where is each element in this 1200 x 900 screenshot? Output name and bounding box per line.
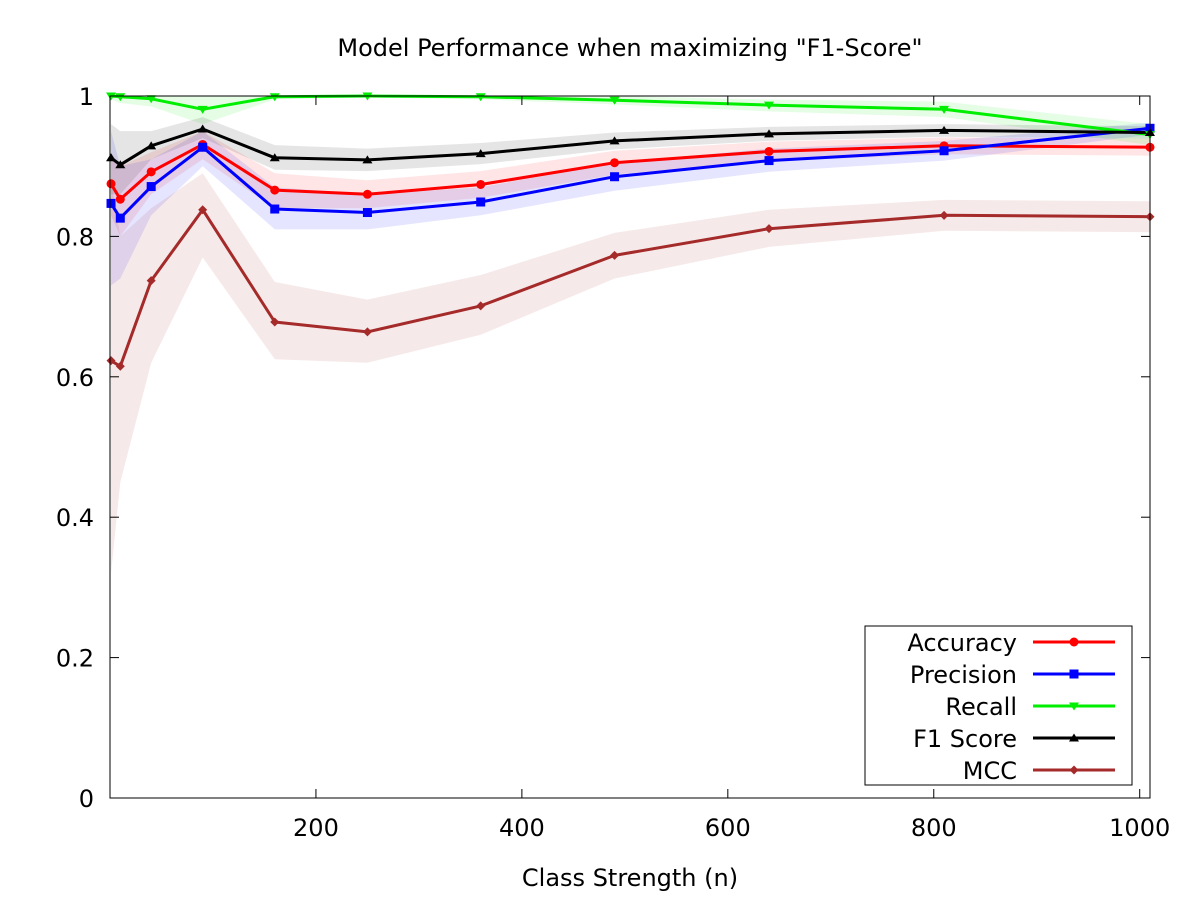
legend-label-mcc: MCC [963, 757, 1017, 785]
point-recall [475, 93, 486, 102]
point-precision [146, 182, 156, 192]
point-precision [198, 142, 208, 152]
point-recall [197, 105, 208, 114]
legend-marker-accuracy [1069, 637, 1079, 647]
point-recall [146, 95, 157, 104]
band-accuracy [111, 131, 1150, 237]
x-axis-label: Class Strength (n) [522, 864, 738, 892]
point-mcc [146, 276, 156, 286]
legend-label-precision: Precision [910, 661, 1017, 689]
point-mcc [764, 224, 774, 234]
point-mcc [270, 317, 280, 327]
point-mcc [362, 327, 372, 337]
y-tick-label: 0.4 [56, 504, 94, 532]
point-accuracy [362, 189, 372, 199]
point-mcc [476, 301, 486, 311]
axis-ticks: 0 0.2 0.4 0.6 0.8 1 200 400 600 800 1000 [56, 83, 1170, 842]
point-recall [764, 101, 775, 110]
x-tick-label: 400 [499, 814, 545, 842]
y-tick-label: 0 [79, 785, 94, 813]
point-f1-score [197, 124, 208, 133]
point-precision [764, 156, 774, 166]
legend-marker-recall [1069, 702, 1079, 711]
point-f1-score [146, 141, 157, 150]
point-f1-score [362, 155, 373, 164]
point-mcc [610, 250, 620, 260]
plot-border [109, 95, 1151, 799]
data-markers [106, 92, 1155, 371]
point-precision [362, 208, 372, 218]
chart-title: Model Performance when maximizing "F1-Sc… [337, 34, 922, 62]
legend-marker-f1-score [1069, 733, 1079, 742]
point-recall [609, 96, 620, 105]
point-mcc [115, 361, 125, 371]
point-accuracy [146, 167, 156, 177]
point-accuracy [764, 146, 774, 156]
point-f1-score [475, 149, 486, 158]
y-tick-label: 0.8 [56, 223, 94, 251]
point-accuracy [610, 158, 620, 168]
point-precision [106, 198, 116, 208]
legend-marker-mcc [1069, 765, 1079, 775]
point-precision [610, 172, 620, 182]
point-mcc [939, 210, 949, 220]
point-recall [269, 93, 280, 102]
y-tick-label: 1 [79, 83, 94, 111]
x-tick-label: 800 [911, 814, 957, 842]
legend-label-f1-score: F1 Score [913, 725, 1017, 753]
confidence-bands [111, 96, 1150, 574]
point-f1-score [609, 136, 620, 145]
point-accuracy [115, 194, 125, 204]
band-mcc [111, 173, 1150, 574]
point-precision [476, 197, 486, 207]
point-recall [939, 105, 950, 114]
x-tick-label: 600 [705, 814, 751, 842]
x-tick-label: 200 [293, 814, 339, 842]
point-precision [270, 204, 280, 214]
band-precision [111, 122, 1150, 286]
point-precision [939, 146, 949, 156]
point-f1-score [939, 125, 950, 134]
point-accuracy [270, 185, 280, 195]
point-recall [115, 93, 126, 102]
point-f1-score [764, 129, 775, 138]
point-f1-score [269, 153, 280, 162]
point-f1-score [115, 160, 126, 169]
point-accuracy [476, 179, 486, 189]
legend: Accuracy Precision Recall F1 Score MCC [864, 625, 1133, 786]
legend-label-accuracy: Accuracy [907, 629, 1017, 657]
point-f1-score [106, 153, 117, 162]
point-mcc [106, 356, 116, 366]
point-mcc [198, 205, 208, 215]
band-f1-score [111, 117, 1150, 195]
legend-label-recall: Recall [945, 693, 1017, 721]
point-precision [115, 213, 125, 223]
plot-frame [109, 95, 1151, 799]
y-tick-label: 0.6 [56, 364, 94, 392]
x-tick-label: 1000 [1109, 814, 1170, 842]
y-tick-label: 0.2 [56, 645, 94, 673]
point-accuracy [106, 179, 116, 189]
legend-marker-precision [1069, 669, 1079, 679]
